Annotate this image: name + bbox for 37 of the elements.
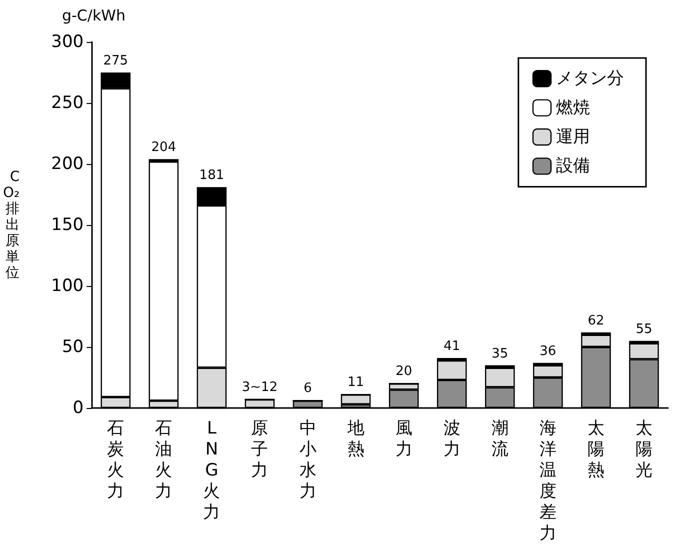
y-tick-label: 150: [51, 215, 84, 235]
x-tick-label: 風力: [395, 418, 412, 460]
total-label: 275: [103, 54, 128, 68]
total-label: 62: [588, 313, 604, 328]
legend-label: 燃焼: [556, 98, 590, 118]
x-tick-label: 石炭火力: [107, 418, 124, 502]
total-label: 11: [348, 374, 364, 390]
total-label: 35: [492, 346, 508, 362]
total-label: 6: [304, 381, 312, 396]
x-tick-label: 波力: [443, 418, 460, 460]
legend-label: 設備: [556, 156, 590, 176]
y-tick-label: 100: [51, 276, 84, 296]
x-tick-label: 海洋温度差力: [539, 418, 556, 544]
x-tick-label: 中小水力: [299, 418, 316, 502]
total-label: 20: [396, 364, 412, 379]
y-tick-label: 200: [51, 154, 84, 174]
x-tick-label: 太陽熱: [587, 418, 604, 480]
total-label: 55: [636, 322, 652, 337]
legend-label: メタン分: [556, 68, 624, 89]
total-label: 181: [199, 168, 224, 184]
x-tick-label: 地熱: [346, 418, 364, 460]
x-tick-label: 石油火力: [155, 418, 172, 502]
x-tick-label: 太陽光: [635, 418, 652, 480]
total-label: 3~12: [242, 380, 278, 395]
x-tick-label: 原子力: [251, 418, 268, 480]
y-tick-label: 0: [72, 398, 84, 418]
y-tick-label: 50: [62, 337, 84, 357]
y-axis-title: CO₂排出原単位: [2, 169, 20, 281]
total-label: 41: [444, 338, 460, 354]
text: g-C/kWh: [62, 6, 126, 24]
y-tick-label: 250: [51, 93, 84, 113]
x-tick-label: 潮流: [491, 418, 508, 460]
total-label: 36: [540, 344, 556, 359]
y-tick-label: 300: [51, 32, 84, 52]
legend-label: 運用: [556, 127, 590, 147]
x-tick-label: LNG火力: [203, 418, 220, 522]
total-label: 204: [151, 140, 176, 156]
